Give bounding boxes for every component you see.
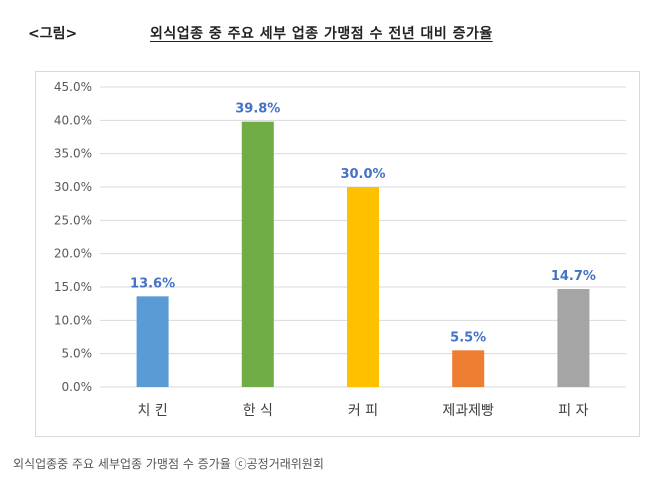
data-label: 13.6% [130,276,175,291]
x-tick-label: 커 피 [348,403,378,419]
y-tick-label: 40.0% [54,113,92,127]
y-tick-label: 20.0% [54,247,92,261]
y-tick-label: 35.0% [54,147,92,161]
y-tick-label: 15.0% [54,280,92,294]
x-tick-label: 피 자 [558,403,588,419]
chart-title: 외식업종 중 주요 세부 업종 가맹점 수 전년 대비 증가율 [150,26,493,42]
bar [347,187,379,387]
data-label: 39.8% [235,102,280,117]
image-caption: 외식업종중 주요 세부업종 가맹점 수 증가율 ⓒ공정거래위원회 [13,457,324,471]
y-tick-label: 10.0% [54,313,92,327]
bar [241,121,274,387]
y-tick-label: 25.0% [54,213,92,227]
data-label: 30.0% [340,167,385,182]
y-tick-label: 0.0% [62,380,93,394]
x-tick-label: 한 식 [243,403,273,419]
figure-label: <그림> [28,26,78,42]
bar [452,350,485,387]
x-tick-label: 치 킨 [137,403,167,419]
x-tick-label: 제과제빵 [442,403,494,419]
chart-container: 0.0% 5.0% 10.0% 15.0% 20.0% 25.0% 30.0% 35.0% 40… [35,71,640,437]
bar [557,289,590,387]
y-tick-label: 5.0% [62,347,93,361]
data-label: 14.7% [551,269,596,284]
bar-chart: 0.0% 5.0% 10.0% 15.0% 20.0% 25.0% 30.0% 35.0% 40… [54,80,626,419]
y-tick-label: 30.0% [54,180,92,194]
bar [136,296,169,387]
data-label: 5.5% [450,330,486,345]
y-tick-label: 45.0% [54,80,92,94]
